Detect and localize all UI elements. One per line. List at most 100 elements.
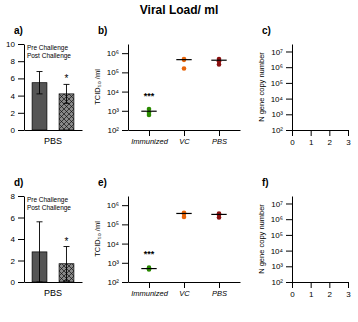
- panel: 10²10³10⁴10⁵10⁶10⁷0123N gene copy number…: [257, 177, 351, 299]
- tick-mark: [18, 78, 24, 79]
- tick-mark: [329, 282, 330, 288]
- tick-mark: [122, 205, 128, 206]
- y-axis-title: N gene copy number: [257, 204, 266, 274]
- tick-label: Immunized: [131, 137, 169, 146]
- error-bar: [37, 72, 43, 94]
- tick-label: 10⁵: [107, 68, 119, 77]
- x-axis-title: PBS: [44, 136, 62, 146]
- tick-label: 10⁵: [271, 79, 283, 88]
- tick-mark: [149, 282, 150, 288]
- x-axis-title: PBS: [44, 288, 62, 298]
- point: [182, 66, 187, 71]
- tick-mark: [286, 266, 292, 267]
- y-axis-title: TCID₅₀ /ml: [93, 69, 102, 105]
- tick: 0: [290, 130, 295, 147]
- tick: 6: [11, 214, 24, 223]
- point: [182, 211, 187, 216]
- tick: 10²: [271, 278, 292, 287]
- tick-mark: [311, 130, 312, 136]
- tick: 10²: [271, 126, 292, 135]
- point: [147, 113, 152, 118]
- tick-label: 0: [290, 138, 295, 147]
- tick: 10⁶: [271, 215, 292, 224]
- axis-line: [24, 197, 25, 283]
- point: [217, 215, 222, 220]
- tick-label: 6: [11, 214, 16, 223]
- tick: 10⁵: [107, 220, 128, 229]
- tick: 3: [346, 282, 351, 299]
- median-line: [141, 111, 156, 112]
- marks: [32, 72, 74, 130]
- tick: 3: [346, 130, 351, 147]
- tick: PBS: [212, 282, 227, 298]
- category-label: Post Challenge: [27, 52, 71, 60]
- tick-mark: [311, 282, 312, 288]
- tick-mark: [18, 218, 24, 219]
- median-line: [211, 60, 226, 61]
- tick-label: 10⁵: [271, 231, 283, 240]
- figure: Viral Load/ ml0246810*Pre ChallengePost …: [0, 0, 358, 322]
- tick: 8: [11, 192, 24, 201]
- tick: Immunized: [131, 282, 169, 298]
- panel: 10² 10³ 10⁴ 10⁵ 10⁶ 10⁷ 0123 N gene copy number…: [257, 25, 351, 147]
- tick: 10³: [107, 107, 128, 116]
- tick: 10⁴: [107, 88, 128, 97]
- tick: VC: [179, 130, 190, 146]
- tick-label: 10³: [271, 262, 283, 271]
- tick-label: 10⁴: [271, 95, 284, 104]
- tick-label: 10³: [107, 107, 119, 116]
- axis: 0123: [290, 130, 351, 147]
- tick-mark: [286, 67, 292, 68]
- tick: Immunized: [131, 130, 169, 146]
- axis: 02468: [11, 192, 25, 287]
- tick: 10³: [271, 110, 292, 119]
- axis-line: [25, 282, 83, 283]
- median-line: [211, 214, 226, 215]
- tick-label: 10⁴: [107, 240, 120, 249]
- y-axis-title: N gene copy number: [257, 52, 266, 122]
- panel: 02468*Pre ChallengePost ChallengePBSd): [11, 177, 83, 298]
- tick: PBS: [212, 130, 227, 146]
- tick: 0: [11, 126, 24, 135]
- tick-label: VC: [179, 289, 190, 298]
- tick-mark: [18, 113, 24, 114]
- tick-label: Immunized: [131, 289, 169, 298]
- panel-label: a): [14, 25, 23, 36]
- axis: 0246810: [6, 40, 24, 135]
- tick: 10⁷: [271, 48, 292, 57]
- error-bar: [37, 222, 43, 282]
- tick-mark: [122, 244, 128, 245]
- tick: 1: [309, 282, 314, 299]
- tick-mark: [122, 111, 128, 112]
- tick-mark: [286, 51, 292, 52]
- tick-mark: [286, 130, 292, 131]
- tick-mark: [348, 282, 349, 288]
- tick-label: 0: [290, 290, 295, 299]
- tick-mark: [18, 282, 24, 283]
- tick: 8: [11, 57, 24, 66]
- tick: 4: [11, 92, 24, 101]
- marks: [141, 211, 226, 272]
- tick: 10²: [107, 278, 128, 287]
- tick-mark: [122, 53, 128, 54]
- error-bar: [63, 247, 69, 281]
- tick-label: 10: [6, 40, 15, 49]
- axis-line: [25, 130, 83, 131]
- tick-label: 2: [11, 257, 16, 266]
- tick-label: 10⁶: [271, 215, 283, 224]
- tick: 10⁷: [271, 200, 292, 209]
- tick-label: 4: [11, 235, 16, 244]
- tick-mark: [286, 99, 292, 100]
- tick: 2: [328, 130, 333, 147]
- tick-label: PBS: [212, 289, 227, 298]
- tick: 0: [290, 282, 295, 299]
- tick: 10⁶: [107, 49, 128, 58]
- tick-mark: [149, 130, 150, 136]
- tick-label: 10⁴: [271, 247, 284, 256]
- tick-mark: [18, 130, 24, 131]
- tick-mark: [286, 114, 292, 115]
- axis: 10²10³10⁴10⁵10⁶: [107, 197, 129, 288]
- tick-mark: [219, 282, 220, 288]
- tick-label: 10⁶: [271, 63, 283, 72]
- axis: 10² 10³ 10⁴ 10⁵ 10⁶ 10⁷: [271, 197, 293, 288]
